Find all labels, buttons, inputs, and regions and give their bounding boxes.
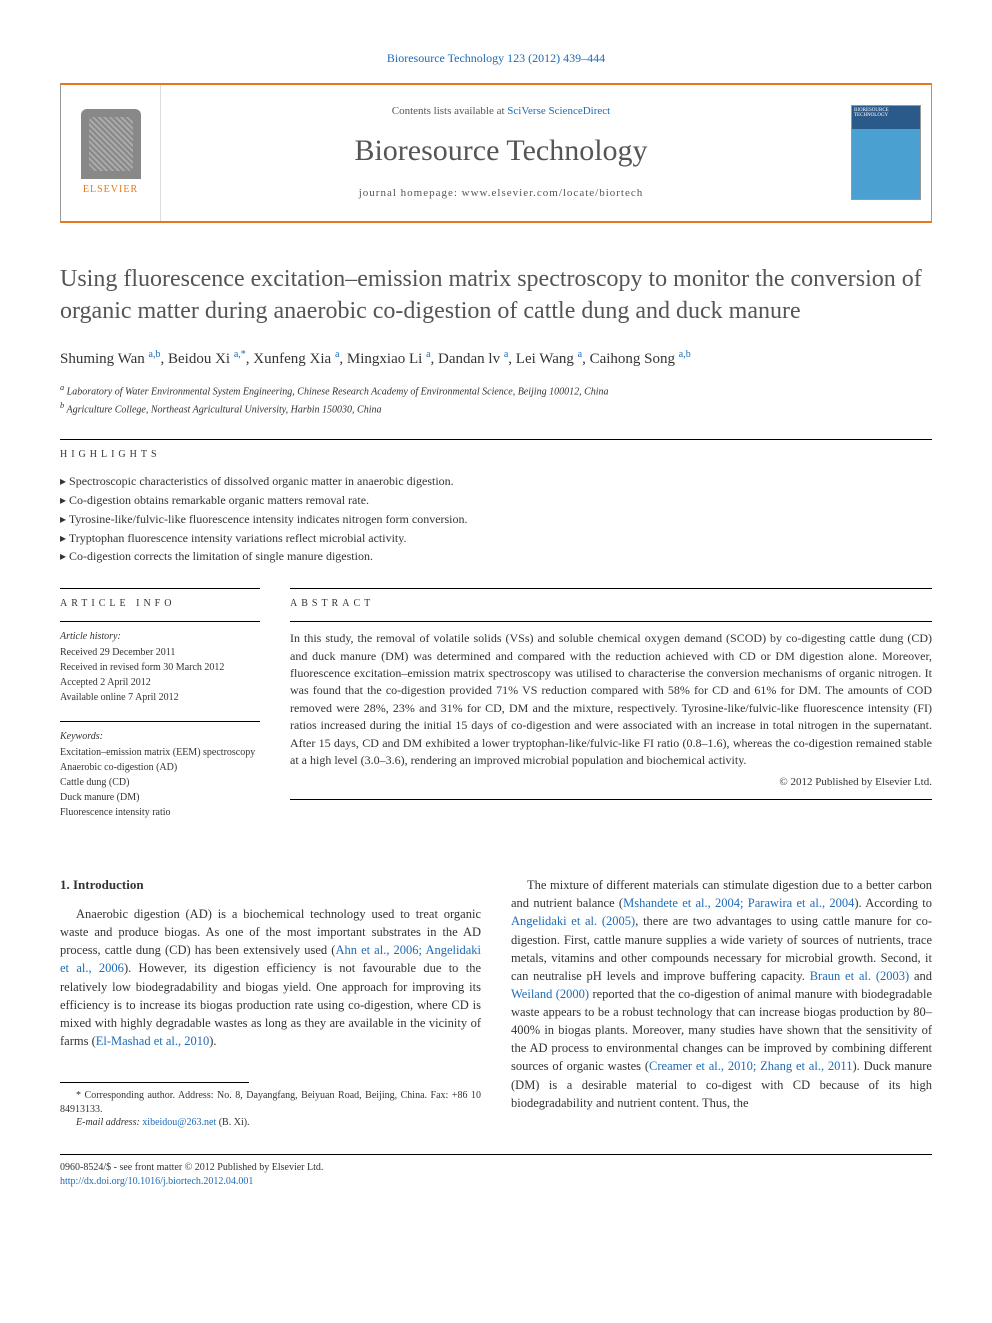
affiliation-a: a Laboratory of Water Environmental Syst… [60,382,932,399]
citation-link[interactable]: Bioresource Technology 123 (2012) 439–44… [387,51,605,65]
author[interactable]: Lei Wang a [516,351,582,367]
history-line: Accepted 2 April 2012 [60,676,260,690]
history-line: Received in revised form 30 March 2012 [60,661,260,675]
body-right-column: The mixture of different materials can s… [511,876,932,1129]
rule [60,721,260,722]
doi-link[interactable]: http://dx.doi.org/10.1016/j.biortech.201… [60,1176,253,1187]
publisher-name: ELSEVIER [83,183,138,197]
author[interactable]: Dandan lv a [438,351,508,367]
keyword: Duck manure (DM) [60,791,260,805]
section-heading: 1. Introduction [60,876,481,895]
cover-label: BIORESOURCE TECHNOLOGY [854,108,918,118]
citation-link[interactable]: El-Mashad et al., 2010 [96,1034,210,1048]
authors-line: Shuming Wan a,b, Beidou Xi a,*, Xunfeng … [60,348,932,370]
keyword: Fluorescence intensity ratio [60,806,260,820]
journal-cover[interactable]: BIORESOURCE TECHNOLOGY [841,85,931,221]
rule [290,799,932,800]
highlight-item: Spectroscopic characteristics of dissolv… [60,472,932,491]
keyword: Excitation–emission matrix (EEM) spectro… [60,746,260,760]
header-center: Contents lists available at SciVerse Sci… [161,85,841,221]
history-line: Available online 7 April 2012 [60,691,260,705]
history-label: Article history: [60,630,260,644]
rule [290,621,932,622]
publisher-logo[interactable]: ELSEVIER [61,85,161,221]
affiliations: a Laboratory of Water Environmental Syst… [60,382,932,418]
intro-paragraph-1: Anaerobic digestion (AD) is a biochemica… [60,905,481,1050]
email-note: E-mail address: xibeidou@263.net (B. Xi)… [60,1116,481,1130]
page-container: Bioresource Technology 123 (2012) 439–44… [0,0,992,1229]
citation-link[interactable]: Braun et al. (2003) [810,969,909,983]
intro-paragraph-2: The mixture of different materials can s… [511,876,932,1112]
history-block: Article history: Received 29 December 20… [60,630,260,705]
contents-line: Contents lists available at SciVerse Sci… [392,104,610,119]
citation-link[interactable]: Creamer et al., 2010; Zhang et al., 2011 [649,1059,852,1073]
homepage-prefix: journal homepage: [359,187,462,199]
author[interactable]: Caihong Song a,b [590,351,691,367]
article-info-label: ARTICLE INFO [60,589,260,621]
footer: 0960-8524/$ - see front matter © 2012 Pu… [60,1155,932,1189]
footnote-separator [60,1082,249,1083]
homepage-line: journal homepage: www.elsevier.com/locat… [359,186,644,201]
keyword: Anaerobic co-digestion (AD) [60,761,260,775]
rule [60,621,260,622]
abstract-label: ABSTRACT [290,589,932,621]
abstract-text: In this study, the removal of volatile s… [290,630,932,769]
author[interactable]: Shuming Wan a,b [60,351,160,367]
affiliation-b: b Agriculture College, Northeast Agricul… [60,400,932,417]
email-link[interactable]: xibeidou@263.net [142,1117,216,1128]
keywords-block: Keywords: Excitation–emission matrix (EE… [60,730,260,820]
body-left-column: 1. Introduction Anaerobic digestion (AD)… [60,876,481,1129]
homepage-url[interactable]: www.elsevier.com/locate/biortech [462,187,644,199]
body-columns: 1. Introduction Anaerobic digestion (AD)… [60,876,932,1129]
highlight-item: Tyrosine-like/fulvic-like fluorescence i… [60,510,932,529]
citation-bar: Bioresource Technology 123 (2012) 439–44… [60,50,932,67]
article-title: Using fluorescence excitation–emission m… [60,263,932,328]
contents-prefix: Contents lists available at [392,105,507,117]
elsevier-tree-icon [81,109,141,179]
citation-link[interactable]: Mshandete et al., 2004; Parawira et al.,… [623,896,854,910]
keyword: Cattle dung (CD) [60,776,260,790]
keywords-label: Keywords: [60,730,260,744]
corresponding-author-note: * Corresponding author. Address: No. 8, … [60,1089,481,1116]
cover-thumbnail-icon: BIORESOURCE TECHNOLOGY [851,105,921,200]
highlight-item: Tryptophan fluorescence intensity variat… [60,529,932,548]
abstract-column: ABSTRACT In this study, the removal of v… [290,588,932,836]
author[interactable]: Mingxiao Li a [347,351,431,367]
highlights: Spectroscopic characteristics of dissolv… [60,472,932,566]
highlights-list: Spectroscopic characteristics of dissolv… [60,472,932,566]
highlights-label: HIGHLIGHTS [60,440,932,472]
highlight-item: Co-digestion corrects the limitation of … [60,547,932,566]
citation-link[interactable]: Angelidaki et al. (2005) [511,914,635,928]
journal-header: ELSEVIER Contents lists available at Sci… [60,83,932,223]
history-line: Received 29 December 2011 [60,646,260,660]
footer-issn: 0960-8524/$ - see front matter © 2012 Pu… [60,1161,932,1175]
journal-title: Bioresource Technology [354,130,647,172]
highlight-item: Co-digestion obtains remarkable organic … [60,491,932,510]
citation-link[interactable]: Weiland (2000) [511,987,589,1001]
footnotes: * Corresponding author. Address: No. 8, … [60,1089,481,1130]
abstract-copyright: © 2012 Published by Elsevier Ltd. [290,775,932,790]
sciencedirect-link[interactable]: SciVerse ScienceDirect [507,105,610,117]
author[interactable]: Beidou Xi a,* [168,351,246,367]
author[interactable]: Xunfeng Xia a [253,351,339,367]
info-abstract-row: ARTICLE INFO Article history: Received 2… [60,588,932,836]
article-info: ARTICLE INFO Article history: Received 2… [60,588,260,836]
